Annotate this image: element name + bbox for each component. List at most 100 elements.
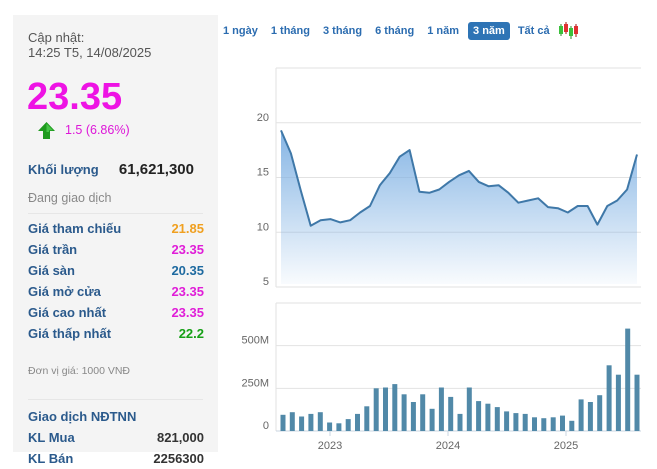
- stat-label: Giá cao nhất: [28, 305, 107, 320]
- stat-row: Giá sàn 20.35: [28, 260, 204, 281]
- stat-value: 23.35: [171, 284, 204, 299]
- up-arrow-icon: [38, 121, 55, 139]
- price-change: 1.5 (6.86%): [38, 121, 130, 139]
- tab-3-năm[interactable]: 3 năm: [468, 22, 510, 40]
- y-tick-label: 0: [263, 420, 269, 432]
- volume-bar: [345, 419, 351, 431]
- divider: [28, 399, 203, 400]
- volume-bar: [513, 413, 519, 431]
- stat-row: Giá tham chiếu 21.85: [28, 218, 204, 239]
- foreign-trading-title: Giao dịch NĐTNN: [28, 409, 137, 424]
- volume-bar: [420, 394, 426, 431]
- stock-summary-panel: Cập nhật: 14:25 T5, 14/08/2025 23.35 1.5…: [13, 15, 218, 466]
- stat-label: Giá sàn: [28, 263, 75, 278]
- stat-label: Giá mở cửa: [28, 284, 101, 299]
- volume-bar: [615, 374, 621, 431]
- volume-bar: [299, 416, 305, 431]
- volume-bar: [373, 388, 379, 431]
- stat-value: 21.85: [171, 221, 204, 236]
- volume-bar: [494, 407, 500, 431]
- volume-bar: [438, 387, 444, 431]
- volume-bar: [327, 422, 333, 431]
- volume-bar: [364, 406, 370, 431]
- price-unit: Đơn vị giá: 1000 VNĐ: [28, 365, 131, 377]
- volume-bar: [401, 394, 407, 431]
- y-tick-label: 500M: [241, 335, 269, 347]
- volume-bar: [355, 413, 360, 431]
- foreign-label: KL Mua: [28, 430, 75, 445]
- price-area: [281, 130, 637, 284]
- volume-bar: [587, 402, 593, 431]
- y-tick-label: 250M: [241, 377, 269, 389]
- stat-row: Giá mở cửa 23.35: [28, 281, 204, 302]
- volume-bar: [466, 387, 472, 431]
- foreign-value: 821,000: [157, 430, 204, 445]
- volume-bar: [429, 408, 435, 431]
- x-tick-label: 2023: [318, 440, 342, 452]
- volume-bar: [634, 374, 640, 431]
- volume-bar: [448, 396, 454, 431]
- x-tick-label: 2024: [436, 440, 460, 452]
- update-label: Cập nhật:: [28, 30, 85, 45]
- volume-bar: [289, 412, 295, 431]
- tab-6-tháng[interactable]: 6 tháng: [375, 25, 415, 37]
- stat-label: Giá thấp nhất: [28, 326, 112, 341]
- volume-bar: [383, 387, 388, 431]
- volume-bar: [541, 418, 547, 431]
- stat-value: 23.35: [171, 242, 204, 257]
- volume-bar: [578, 399, 584, 431]
- volume-bar: [317, 412, 323, 431]
- stat-row: Giá cao nhất 23.35: [28, 302, 204, 323]
- stat-row: Giá trần 23.35: [28, 239, 204, 260]
- volume-bar: [308, 413, 314, 431]
- volume-bar: [392, 384, 398, 431]
- stat-value: 22.2: [178, 326, 204, 341]
- trading-status: Đang giao dịch: [28, 191, 112, 205]
- candlestick-icon[interactable]: [557, 22, 579, 40]
- stat-label: Giá tham chiếu: [28, 221, 122, 236]
- volume-bar: [504, 411, 510, 431]
- tab-tất-cả[interactable]: Tất cả: [517, 25, 550, 37]
- tab-3-tháng[interactable]: 3 tháng: [322, 25, 363, 37]
- tab-1-tháng[interactable]: 1 tháng: [270, 25, 310, 37]
- stat-value: 23.35: [171, 305, 204, 320]
- foreign-label: KL Bán: [28, 451, 74, 466]
- volume-row: Khối lượng 61,621,300: [28, 161, 194, 178]
- volume-bar: [280, 414, 286, 431]
- volume-bar: [569, 420, 575, 431]
- period-tabs: 1 ngày 1 tháng 3 tháng 6 tháng 1 năm 3 năm Tất…: [223, 22, 579, 40]
- volume-bar: [410, 402, 416, 431]
- foreign-row: KL Mua 821,000: [28, 427, 204, 448]
- change-value: 1.5 (6.86%): [65, 123, 130, 137]
- price-stats: Giá tham chiếu 21.85 Giá trần 23.35 Giá sàn 2…: [28, 218, 204, 344]
- tab-1-năm[interactable]: 1 năm: [427, 25, 460, 37]
- current-price: 23.35: [27, 76, 123, 118]
- volume-value: 61,621,300: [118, 161, 194, 178]
- volume-bar: [550, 417, 556, 431]
- price-volume-charts: 5 10 15 20 0 250M 500M 2023 2024 2025: [241, 67, 641, 452]
- price-line: [280, 130, 638, 227]
- y-tick-label: 5: [263, 276, 269, 288]
- foreign-value: 2256300: [153, 451, 204, 466]
- stat-value: 20.35: [171, 263, 204, 278]
- volume-bar: [560, 415, 565, 431]
- tab-1-ngày[interactable]: 1 ngày: [223, 25, 258, 37]
- volume-bar: [457, 413, 463, 431]
- volume-bar: [336, 423, 342, 431]
- y-tick-label: 10: [257, 221, 269, 233]
- volume-bar: [522, 413, 528, 431]
- y-tick-label: 20: [257, 112, 269, 124]
- volume-bar: [625, 328, 631, 431]
- stat-row: Giá thấp nhất 22.2: [28, 323, 204, 344]
- y-tick-label: 15: [257, 167, 269, 179]
- volume-bar: [597, 395, 603, 431]
- x-tick-label: 2025: [554, 440, 578, 452]
- volume-bar: [606, 365, 612, 431]
- divider: [28, 213, 203, 214]
- update-time: 14:25 T5, 14/08/2025: [28, 45, 152, 60]
- volume-label: Khối lượng: [28, 162, 99, 177]
- stat-label: Giá trần: [28, 242, 78, 257]
- volume-bar: [476, 401, 482, 431]
- volume-bar: [485, 403, 491, 431]
- volume-bar: [532, 417, 537, 431]
